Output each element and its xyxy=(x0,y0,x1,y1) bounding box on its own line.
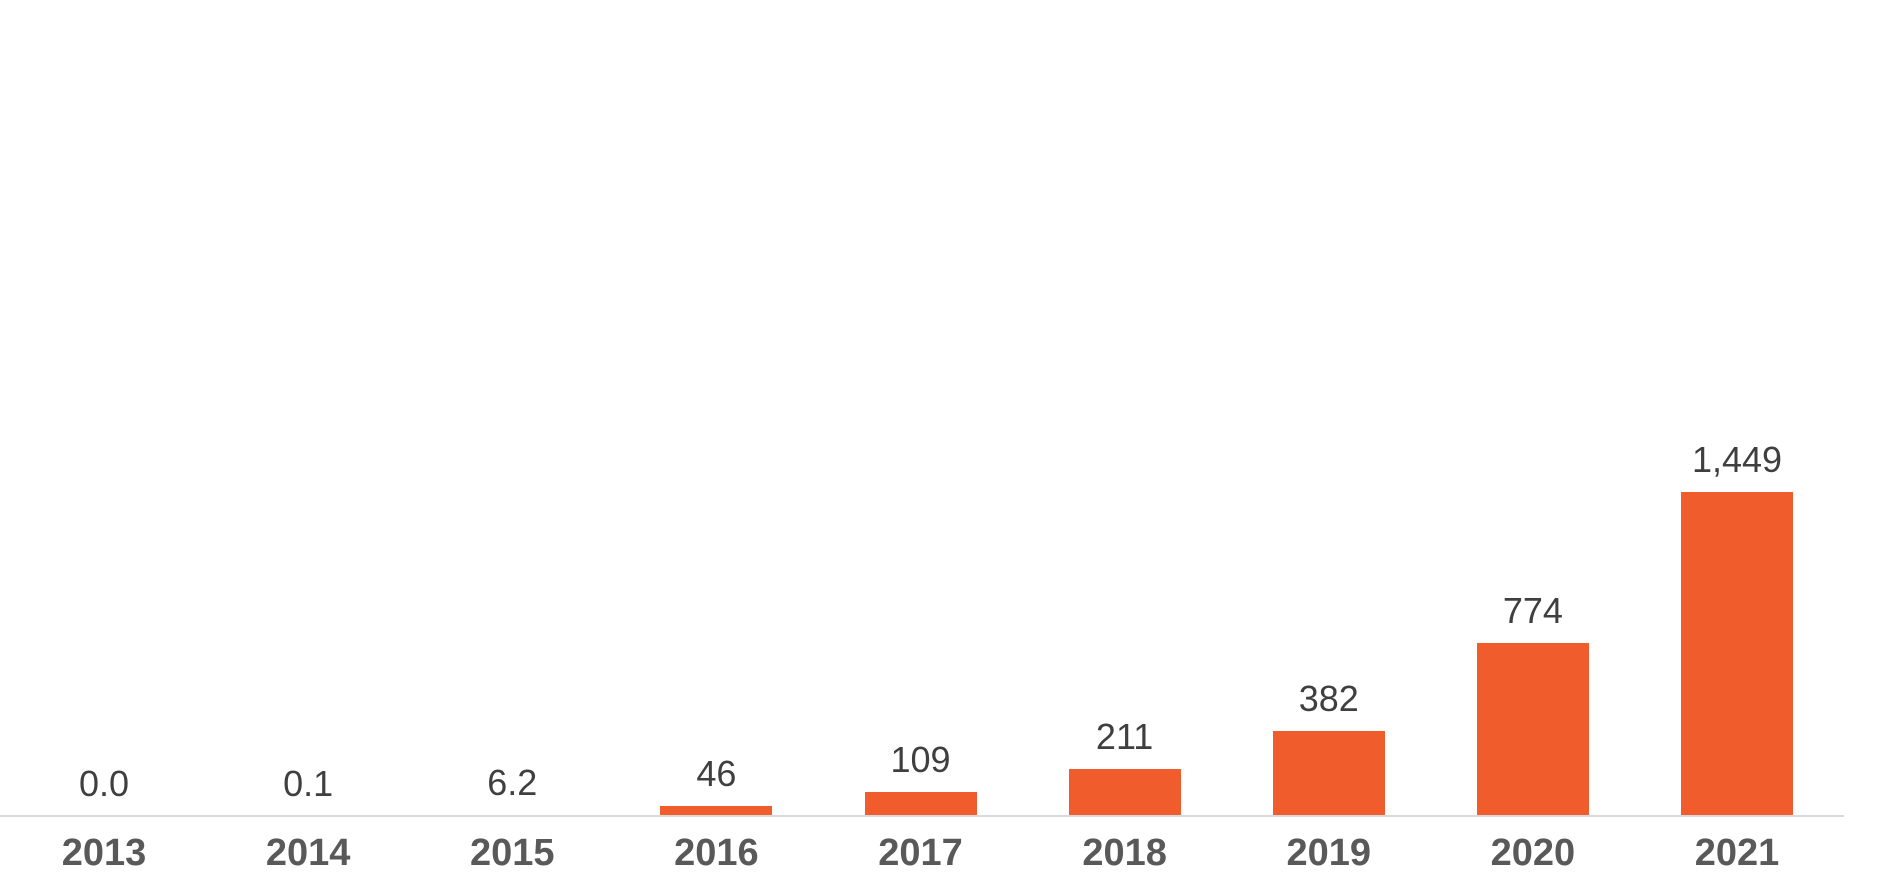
x-axis-tick-label: 2019 xyxy=(1286,832,1372,874)
bar-value-label: 1,449 xyxy=(1691,439,1783,481)
bar xyxy=(1272,730,1385,816)
bar xyxy=(660,805,773,816)
x-axis-tick-label: 2016 xyxy=(674,832,759,874)
bar-value-label: 211 xyxy=(1095,716,1154,758)
bar-column: 109 xyxy=(819,0,1023,816)
x-axis-tick-label: 2015 xyxy=(469,832,555,874)
bar-value-label: 382 xyxy=(1298,678,1359,720)
bar-column: 46 xyxy=(614,0,818,816)
bar-column: 6.2 xyxy=(410,0,614,816)
bar-column: 0.1 xyxy=(206,0,410,816)
bar-column: 0.0 xyxy=(2,0,206,816)
bar-value-label: 6.2 xyxy=(487,762,538,804)
bar xyxy=(1068,768,1181,816)
bar-value-label: 109 xyxy=(890,739,951,781)
x-axis-tick-label: 2018 xyxy=(1082,832,1167,874)
x-axis-tick-label: 2013 xyxy=(61,832,147,874)
bar-value-label: 0.1 xyxy=(283,763,334,805)
bar xyxy=(1681,492,1793,816)
bar-value-label: 774 xyxy=(1502,590,1563,632)
bar-value-label: 46 xyxy=(696,753,737,795)
bar-value-label: 0.0 xyxy=(78,763,130,805)
x-axis-tick-label: 2014 xyxy=(265,832,351,874)
x-axis-tick-label: 2020 xyxy=(1490,832,1576,874)
x-axis-tick-label: 2021 xyxy=(1694,832,1780,874)
bar-column: 774 xyxy=(1431,0,1635,816)
x-axis-tick-label: 2017 xyxy=(878,832,963,874)
bar xyxy=(864,791,977,816)
plot-area: 0.0 0.1 6.2 46 109 211 382 774 1,449 xyxy=(2,0,1839,816)
bar-column: 1,449 xyxy=(1635,0,1839,816)
bar-column: 382 xyxy=(1227,0,1431,816)
x-axis-labels-row: 2013 2014 2015 2016 2017 2018 2019 2020 2021 xyxy=(2,817,1839,889)
x-axis-line xyxy=(0,815,1844,817)
bar xyxy=(1476,642,1589,816)
bar-column: 211 xyxy=(1023,0,1227,816)
